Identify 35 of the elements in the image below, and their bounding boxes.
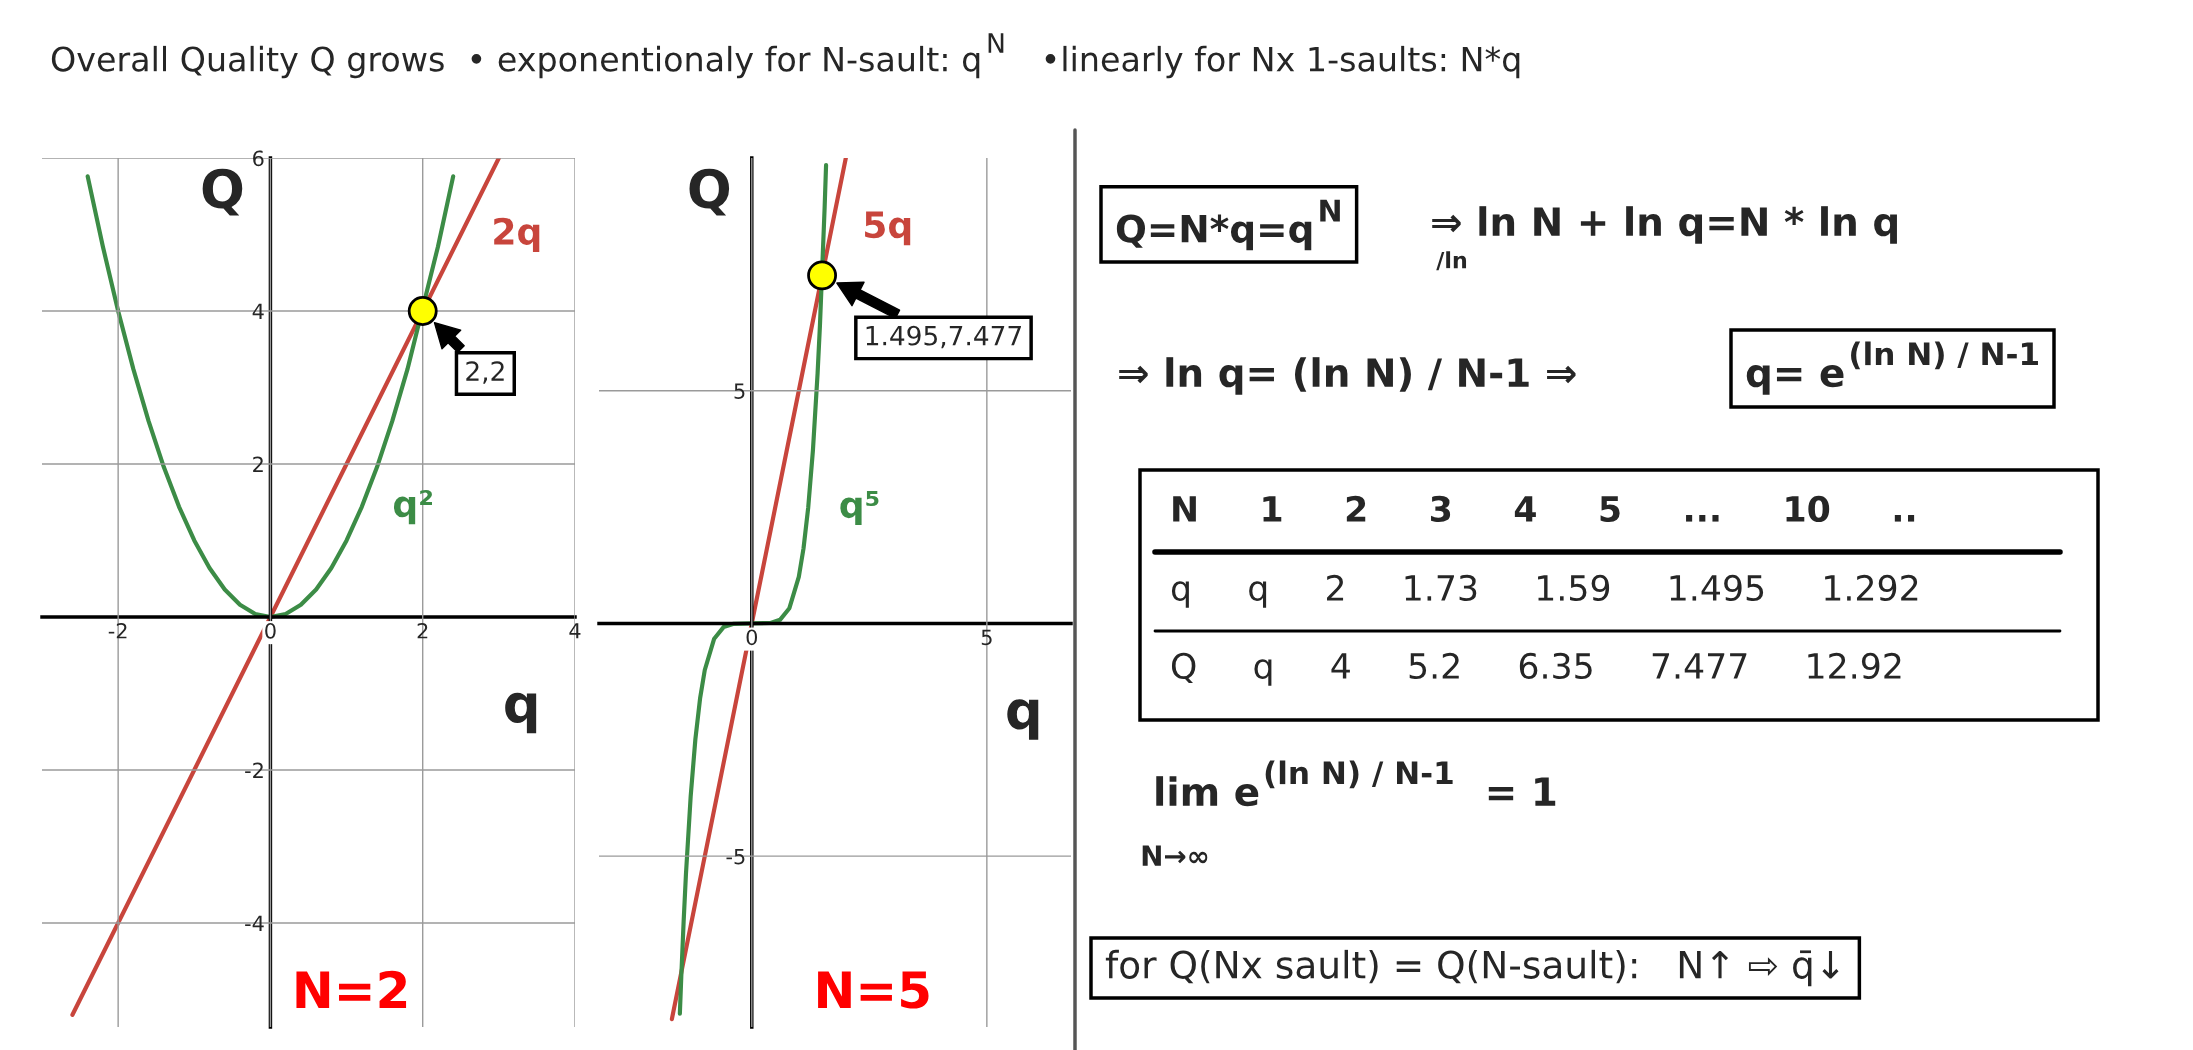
series-label: 5q (865, 211, 911, 246)
y-tick-label: 4 (252, 303, 264, 319)
series-label: 2q (494, 217, 540, 252)
x-tick-label: 2 (417, 622, 428, 639)
x-tick-label: 5 (981, 629, 992, 646)
text: ⇒ ln q= (ln N) / N-1 ⇒ (1119, 357, 1576, 395)
y-axis-title: Q (202, 168, 243, 216)
x-axis-title: q (505, 692, 537, 734)
annotation: N=2 (296, 970, 407, 1008)
y-tick-label: -2 (245, 762, 263, 778)
x-axis-title: q (1007, 699, 1039, 740)
y-tick-label: -4 (245, 915, 264, 931)
text: Q q 4 5.2 6.35 7.477 12.92 (1171, 652, 1901, 686)
series-label: q⁵ (840, 491, 879, 526)
y-tick-label: -5 (726, 848, 745, 865)
y-tick-label: 6 (253, 150, 264, 167)
y-tick-label: 2 (253, 456, 263, 472)
text: N→∞ (1142, 845, 1208, 866)
x-tick-label: 0 (265, 622, 276, 639)
text: for Q(Nx sault) = Q(N-sault): N↑ ⇨ q̄↓ (1105, 949, 1839, 987)
text: /ln (1436, 251, 1467, 271)
annotation: 1.495,7.477 (866, 325, 1021, 349)
text: Q=N*q=qN (1116, 199, 1340, 251)
text: q= e(ln N) / N-1 (1746, 341, 2038, 395)
text: ⇒ ln N + ln q=N * ln q (1432, 206, 1897, 244)
series-label: q² (393, 489, 432, 525)
annotation: N=5 (818, 971, 929, 1009)
annotation: 2,2 (466, 361, 504, 384)
y-axis-title: Q (689, 168, 730, 216)
text: q q 2 1.73 1.59 1.495 1.292 (1171, 574, 1918, 608)
x-tick-label: -2 (108, 622, 127, 639)
x-tick-label: 0 (746, 629, 758, 646)
x-tick-label: 4 (569, 623, 581, 639)
chart-title: Overall Quality Q grows • exponentionaly for N-sault: qN •linearly for Nx 1-saults: N*q (51, 33, 1520, 79)
text: N 1 2 3 4 5 ... 10 .. (1173, 495, 1915, 523)
